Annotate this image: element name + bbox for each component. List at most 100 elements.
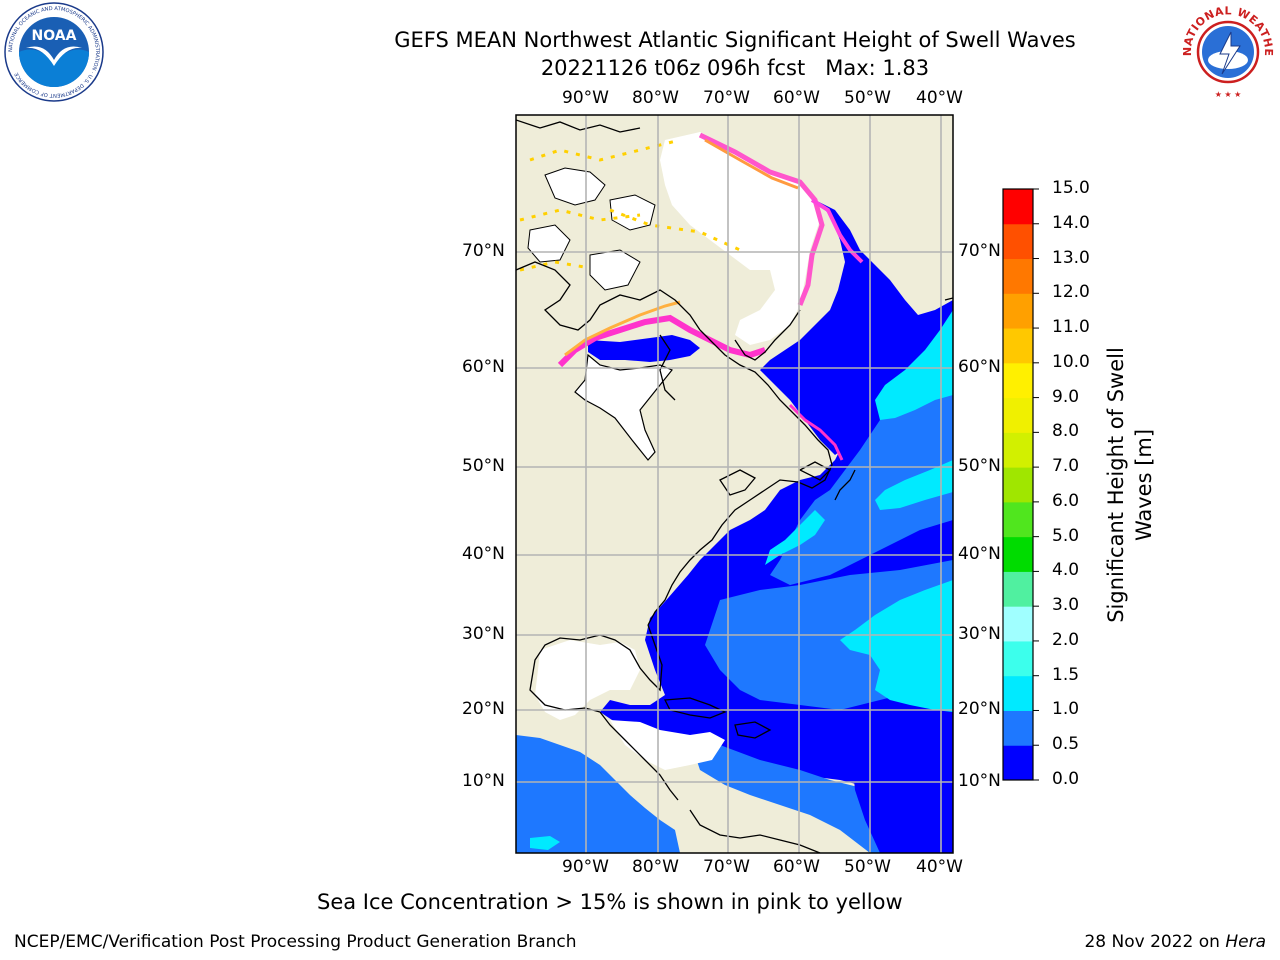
colorbar-tick-label: 4.0 <box>1052 560 1080 581</box>
left-lat-label: 40°N <box>462 544 505 564</box>
footer-organization: NCEP/EMC/Verification Post Processing Pr… <box>14 932 577 952</box>
colorbar-tick-label: 1.0 <box>1052 699 1080 720</box>
title-line-2: 20221126 t06z 096h fcst Max: 1.83 <box>540 56 930 80</box>
footer-machine: Hera <box>1225 932 1266 952</box>
colorbar-tick-label: 2.0 <box>1052 629 1080 650</box>
top-lon-label: 70°W <box>703 88 750 108</box>
right-lat-label: 50°N <box>958 456 1001 476</box>
colorbar-segment <box>1003 189 1033 225</box>
gridlines <box>516 115 953 853</box>
left-lat-label: 50°N <box>462 456 505 476</box>
colorbar-title-line-1: Significant Height of Swell <box>1104 347 1128 623</box>
bottom-lon-label: 70°W <box>703 857 750 877</box>
ocean-south-atlantic <box>850 740 953 853</box>
top-lon-label: 50°W <box>844 88 891 108</box>
colorbar-segment <box>1003 362 1033 399</box>
chart-title: GEFS MEAN Northwest Atlantic Significant… <box>360 26 1110 82</box>
colorbar-tick-label: 13.0 <box>1052 247 1090 268</box>
colorbar-tick-label: 9.0 <box>1052 386 1080 407</box>
nws-stars: ★ ★ ★ <box>1215 90 1242 99</box>
right-lat-label: 30°N <box>958 624 1001 644</box>
left-lat-label: 20°N <box>462 699 505 719</box>
colorbar-tick-label: 11.0 <box>1052 317 1090 338</box>
left-lat-label: 30°N <box>462 624 505 644</box>
left-lat-label: 60°N <box>462 357 505 377</box>
colorbar-segment <box>1003 293 1033 329</box>
ocean-hudson-bay <box>588 335 700 362</box>
footer-date: 28 Nov 2022 on Hera <box>1084 932 1266 952</box>
colorbar-segment <box>1003 710 1033 746</box>
sea-ice-footnote: Sea Ice Concentration > 15% is shown in … <box>317 890 903 914</box>
arctic-islands <box>527 167 656 291</box>
colorbar-tick-label: 8.0 <box>1052 421 1080 442</box>
left-lat-label: 70°N <box>462 241 505 261</box>
gulf-land-white <box>535 640 640 720</box>
colorbar-title-line-2: Waves [m] <box>1132 428 1156 542</box>
colorbar-tick-label: 6.0 <box>1052 490 1080 511</box>
bottom-lon-label: 60°W <box>773 857 820 877</box>
sea-ice-hudson-strait <box>557 314 766 368</box>
colorbar-tick-label: 12.0 <box>1052 282 1090 303</box>
colorbar-tick-label: 0.5 <box>1052 734 1080 755</box>
noaa-logo-text: NOAA <box>32 28 77 44</box>
colorbar-segment <box>1003 258 1033 294</box>
right-lat-label: 20°N <box>958 699 1001 719</box>
ocean-swell-1-5m-mid <box>875 460 953 510</box>
right-lat-label: 40°N <box>958 544 1001 564</box>
colorbar-segment <box>1003 675 1033 711</box>
right-lat-label: 10°N <box>958 771 1001 791</box>
ocean-swell-1-5m-north <box>875 310 953 420</box>
sea-ice-baffin <box>810 198 864 264</box>
greenland-ice <box>660 132 820 345</box>
ocean-swell-1-5m-sable <box>765 510 825 565</box>
colorbar-segment <box>1003 397 1033 433</box>
right-lat-label: 70°N <box>958 241 1001 261</box>
left-lat-label: 10°N <box>462 771 505 791</box>
colorbar-tick-label: 10.0 <box>1052 351 1090 372</box>
colorbar <box>1002 188 1039 781</box>
bottom-lon-label: 80°W <box>632 857 679 877</box>
top-lon-label: 90°W <box>562 88 609 108</box>
footer-date-text: 28 Nov 2022 on <box>1084 932 1226 952</box>
colorbar-segment <box>1003 432 1033 468</box>
colorbar-segment <box>1003 606 1033 642</box>
colorbar-tick-label: 5.0 <box>1052 525 1080 546</box>
colorbar-tick-label: 3.0 <box>1052 595 1080 616</box>
colorbar-segment <box>1003 571 1033 607</box>
colorbar-segment <box>1003 536 1033 572</box>
nws-logo: NATIONAL WEATHER SERVICE ★ ★ ★ <box>1178 2 1277 101</box>
right-lat-label: 60°N <box>958 357 1001 377</box>
colorbar-segment <box>1003 745 1033 781</box>
colorbar-tick-label: 15.0 <box>1052 178 1090 198</box>
ocean-swell-1-5m-south <box>840 580 953 712</box>
sea-ice-labrador <box>788 403 844 461</box>
map-plot <box>516 115 953 853</box>
ocean-swell-1-5m-pacific <box>530 836 560 850</box>
caribbean-white <box>610 720 725 770</box>
sea-ice-greenland-outer <box>704 138 799 190</box>
sea-ice-hudson-strait-y <box>564 300 681 357</box>
colorbar-tick-label: 14.0 <box>1052 212 1090 233</box>
coastlines <box>516 119 953 853</box>
map-frame <box>515 114 954 854</box>
top-lon-label: 60°W <box>773 88 820 108</box>
top-lon-label: 40°W <box>916 88 963 108</box>
sea-ice-arctic-bits <box>519 138 741 272</box>
colorbar-tick-label: 1.5 <box>1052 664 1080 685</box>
colorbar-tick-label: 0.0 <box>1052 769 1080 789</box>
colorbar-segment <box>1003 328 1033 364</box>
colorbar-frame <box>1002 188 1034 781</box>
bottom-lon-label: 50°W <box>844 857 891 877</box>
top-lon-label: 80°W <box>632 88 679 108</box>
colorbar-segment <box>1003 223 1033 260</box>
colorbar-segment <box>1003 467 1033 503</box>
bottom-lon-label: 40°W <box>916 857 963 877</box>
colorbar-tick-label: 7.0 <box>1052 456 1080 477</box>
ocean-pacific-1-0m <box>516 735 680 853</box>
colorbar-segment <box>1003 640 1033 677</box>
noaa-logo: NOAA NATIONAL OCEANIC AND ATMOSPHERIC AD… <box>4 2 104 102</box>
ocean-swell-labrador <box>760 200 953 455</box>
bottom-lon-label: 90°W <box>562 857 609 877</box>
title-line-1: GEFS MEAN Northwest Atlantic Significant… <box>394 28 1076 52</box>
